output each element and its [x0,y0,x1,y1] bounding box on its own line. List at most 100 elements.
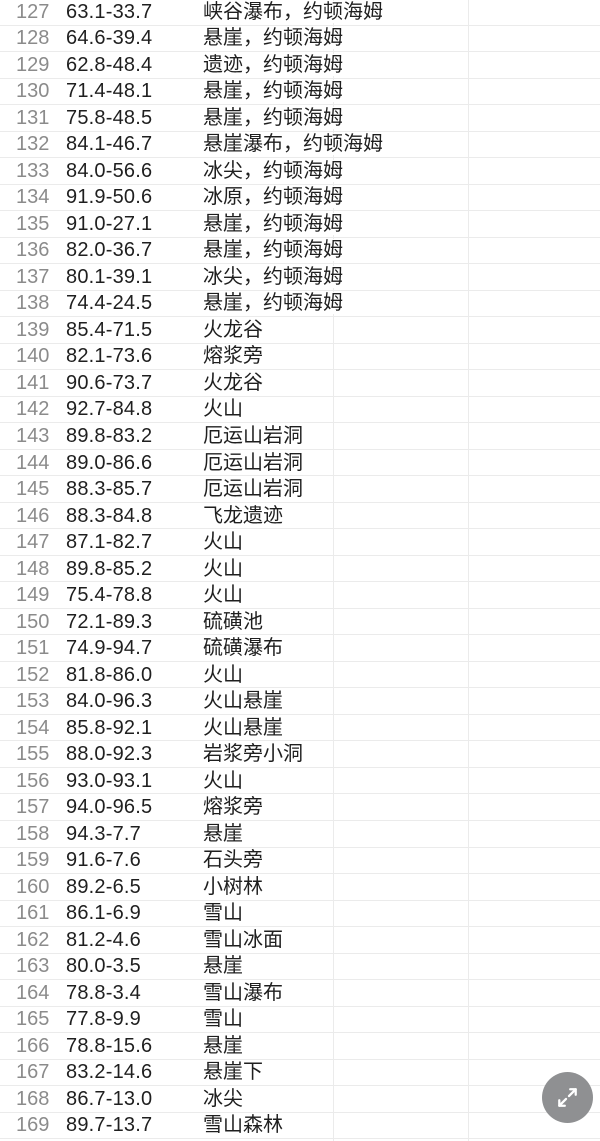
location-cell[interactable]: 小树林 [203,875,265,898]
row-number-cell[interactable]: 139 [16,318,50,341]
coordinate-cell[interactable]: 63.1-33.7 [66,0,153,23]
row-number-cell[interactable]: 137 [16,265,50,288]
coordinate-cell[interactable]: 77.8-9.9 [66,1008,141,1031]
coordinate-cell[interactable]: 91.9-50.6 [66,186,153,209]
location-cell[interactable]: 熔浆旁 [203,345,265,368]
coordinate-cell[interactable]: 78.8-3.4 [66,981,141,1004]
row-number-cell[interactable]: 145 [16,478,50,501]
location-cell[interactable]: 火山 [203,398,245,421]
location-cell[interactable]: 悬崖，约顿海姆 [203,292,345,315]
coordinate-cell[interactable]: 80.1-39.1 [66,265,153,288]
coordinate-cell[interactable]: 89.8-83.2 [66,425,153,447]
location-cell[interactable]: 雪山 [203,902,245,925]
location-cell[interactable]: 悬崖，约顿海姆 [203,80,345,103]
coordinate-cell[interactable]: 89.2-6.5 [66,875,141,898]
coordinate-cell[interactable]: 83.2-14.6 [66,1061,153,1084]
location-cell[interactable]: 遗迹，约顿海姆 [203,53,345,76]
row-number-cell[interactable]: 133 [16,159,50,182]
location-cell[interactable]: 冰尖，约顿海姆 [203,159,345,182]
location-cell[interactable]: 雪山冰面 [203,928,285,951]
coordinate-cell[interactable]: 74.4-24.5 [66,292,153,315]
location-cell[interactable]: 悬崖 [203,955,245,978]
row-number-cell[interactable]: 167 [16,1061,50,1084]
coordinate-cell[interactable]: 88.0-92.3 [66,743,153,766]
location-cell[interactable]: 悬崖，约顿海姆 [203,27,345,50]
row-number-cell[interactable]: 160 [16,875,50,898]
location-cell[interactable]: 岩浆旁小洞 [203,743,305,766]
row-number-cell[interactable]: 154 [16,716,50,739]
row-number-cell[interactable]: 130 [16,80,50,103]
coordinate-cell[interactable]: 88.3-85.7 [66,478,153,501]
coordinate-cell[interactable]: 84.1-46.7 [66,133,153,156]
row-number-cell[interactable]: 149 [16,584,50,607]
coordinate-cell[interactable]: 89.0-86.6 [66,451,153,474]
row-number-cell[interactable]: 157 [16,796,50,819]
location-cell[interactable]: 峡谷瀑布，约顿海姆 [203,0,385,23]
coordinate-cell[interactable]: 80.0-3.5 [66,955,141,978]
row-number-cell[interactable]: 168 [16,1087,50,1110]
location-cell[interactable]: 悬崖，约顿海姆 [203,239,345,262]
coordinate-cell[interactable]: 89.8-85.2 [66,557,153,580]
coordinate-cell[interactable]: 84.0-56.6 [66,159,153,182]
coordinate-cell[interactable]: 90.6-73.7 [66,371,153,394]
row-number-cell[interactable]: 169 [16,1114,50,1137]
location-cell[interactable]: 火龙谷 [203,371,265,394]
coordinate-cell[interactable]: 91.6-7.6 [66,849,141,872]
row-number-cell[interactable]: 129 [16,53,50,76]
row-number-cell[interactable]: 165 [16,1008,50,1031]
location-cell[interactable]: 石头旁 [203,849,265,872]
row-number-cell[interactable]: 164 [16,981,50,1004]
location-cell[interactable]: 冰原，约顿海姆 [203,186,345,209]
coordinate-cell[interactable]: 82.1-73.6 [66,345,153,368]
location-cell[interactable]: 火山 [203,584,245,607]
coordinate-cell[interactable]: 85.8-92.1 [66,716,153,739]
coordinate-cell[interactable]: 89.7-13.7 [66,1114,153,1137]
row-number-cell[interactable]: 135 [16,212,50,235]
coordinate-cell[interactable]: 86.7-13.0 [66,1087,153,1110]
coordinate-cell[interactable]: 72.1-89.3 [66,610,153,633]
location-cell[interactable]: 火山 [203,663,245,686]
row-number-cell[interactable]: 146 [16,504,50,527]
row-number-cell[interactable]: 152 [16,663,50,686]
row-number-cell[interactable]: 148 [16,557,50,580]
row-number-cell[interactable]: 141 [16,371,50,394]
row-number-cell[interactable]: 142 [16,398,50,421]
row-number-cell[interactable]: 136 [16,239,50,262]
row-number-cell[interactable]: 134 [16,186,50,209]
location-cell[interactable]: 熔浆旁 [203,796,265,819]
location-cell[interactable]: 火山 [203,557,245,580]
row-number-cell[interactable]: 166 [16,1034,50,1057]
row-number-cell[interactable]: 163 [16,955,50,978]
coordinate-cell[interactable]: 91.0-27.1 [66,212,153,235]
row-number-cell[interactable]: 153 [16,690,50,713]
location-cell[interactable]: 火龙谷 [203,318,265,341]
location-cell[interactable]: 悬崖瀑布，约顿海姆 [203,133,385,156]
row-number-cell[interactable]: 156 [16,769,50,792]
row-number-cell[interactable]: 158 [16,822,50,845]
row-number-cell[interactable]: 140 [16,345,50,368]
location-cell[interactable]: 悬崖 [203,822,245,845]
row-number-cell[interactable]: 147 [16,531,50,554]
location-cell[interactable]: 雪山瀑布 [203,981,285,1004]
location-cell[interactable]: 火山悬崖 [203,716,285,739]
location-cell[interactable]: 硫磺瀑布 [203,637,285,660]
coordinate-cell[interactable]: 84.0-96.3 [66,690,153,713]
location-cell[interactable]: 雪山森林 [203,1114,285,1137]
row-number-cell[interactable]: 132 [16,133,50,156]
row-number-cell[interactable]: 128 [16,27,50,50]
coordinate-cell[interactable]: 64.6-39.4 [66,27,153,50]
coordinate-cell[interactable]: 93.0-93.1 [66,769,153,792]
row-number-cell[interactable]: 161 [16,902,50,925]
coordinate-cell[interactable]: 86.1-6.9 [66,902,141,925]
row-number-cell[interactable]: 143 [16,425,50,447]
location-cell[interactable]: 悬崖，约顿海姆 [203,106,345,129]
location-cell[interactable]: 厄运山岩洞 [203,478,305,501]
row-number-cell[interactable]: 151 [16,637,50,660]
coordinate-cell[interactable]: 82.0-36.7 [66,239,153,262]
coordinate-cell[interactable]: 87.1-82.7 [66,531,153,554]
location-cell[interactable]: 雪山 [203,1008,245,1031]
coordinate-cell[interactable]: 81.2-4.6 [66,928,141,951]
row-number-cell[interactable]: 155 [16,743,50,766]
coordinate-cell[interactable]: 94.0-96.5 [66,796,153,819]
location-cell[interactable]: 硫磺池 [203,610,265,633]
